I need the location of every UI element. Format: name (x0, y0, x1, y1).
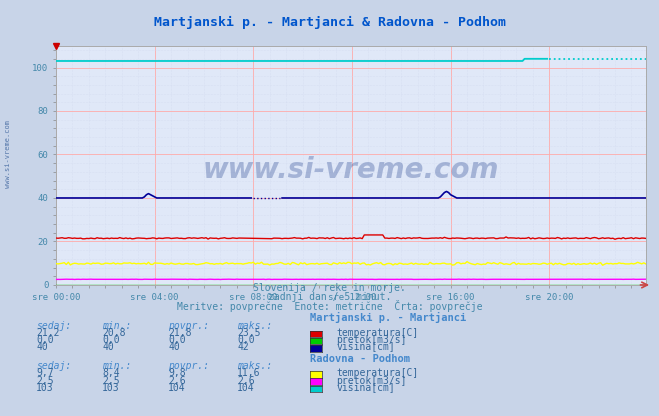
Text: 40: 40 (102, 342, 114, 352)
Text: Martjanski p. - Martjanci & Radovna - Podhom: Martjanski p. - Martjanci & Radovna - Po… (154, 16, 505, 29)
Text: maks.:: maks.: (237, 321, 272, 331)
Text: pretok[m3/s]: pretok[m3/s] (336, 376, 407, 386)
Text: www.si-vreme.com: www.si-vreme.com (203, 156, 499, 184)
Text: sedaj:: sedaj: (36, 321, 71, 331)
Text: pretok[m3/s]: pretok[m3/s] (336, 335, 407, 345)
Text: 2,5: 2,5 (102, 376, 120, 386)
Text: maks.:: maks.: (237, 361, 272, 371)
Text: 103: 103 (102, 383, 120, 393)
Text: temperatura[C]: temperatura[C] (336, 369, 418, 379)
Text: 104: 104 (168, 383, 186, 393)
Text: sedaj:: sedaj: (36, 361, 71, 371)
Text: višina[cm]: višina[cm] (336, 342, 395, 352)
Text: povpr.:: povpr.: (168, 361, 209, 371)
Text: 23,5: 23,5 (237, 328, 261, 338)
Text: min.:: min.: (102, 361, 132, 371)
Text: Radovna - Podhom: Radovna - Podhom (310, 354, 410, 364)
Text: 2,6: 2,6 (237, 376, 255, 386)
Text: 20,8: 20,8 (102, 328, 126, 338)
Text: 0,0: 0,0 (36, 335, 54, 345)
Text: Meritve: povprečne  Enote: metrične  Črta: povprečje: Meritve: povprečne Enote: metrične Črta:… (177, 300, 482, 312)
Text: 11,6: 11,6 (237, 369, 261, 379)
Text: 104: 104 (237, 383, 255, 393)
Text: zadnji dan / 5 minut.: zadnji dan / 5 minut. (268, 292, 391, 302)
Text: 21,2: 21,2 (36, 328, 60, 338)
Text: 40: 40 (168, 342, 180, 352)
Text: 0,0: 0,0 (168, 335, 186, 345)
Text: 21,8: 21,8 (168, 328, 192, 338)
Text: min.:: min.: (102, 321, 132, 331)
Text: 0,0: 0,0 (237, 335, 255, 345)
Text: povpr.:: povpr.: (168, 321, 209, 331)
Text: www.si-vreme.com: www.si-vreme.com (5, 120, 11, 188)
Text: 42: 42 (237, 342, 249, 352)
Text: višina[cm]: višina[cm] (336, 383, 395, 393)
Text: 9,7: 9,7 (36, 369, 54, 379)
Text: temperatura[C]: temperatura[C] (336, 328, 418, 338)
Text: 0,0: 0,0 (102, 335, 120, 345)
Text: 9,8: 9,8 (168, 369, 186, 379)
Text: Martjanski p. - Martjanci: Martjanski p. - Martjanci (310, 312, 466, 323)
Text: 40: 40 (36, 342, 48, 352)
Text: Slovenija / reke in morje.: Slovenija / reke in morje. (253, 283, 406, 293)
Text: 2,6: 2,6 (168, 376, 186, 386)
Text: 8,4: 8,4 (102, 369, 120, 379)
Text: 103: 103 (36, 383, 54, 393)
Text: 2,5: 2,5 (36, 376, 54, 386)
